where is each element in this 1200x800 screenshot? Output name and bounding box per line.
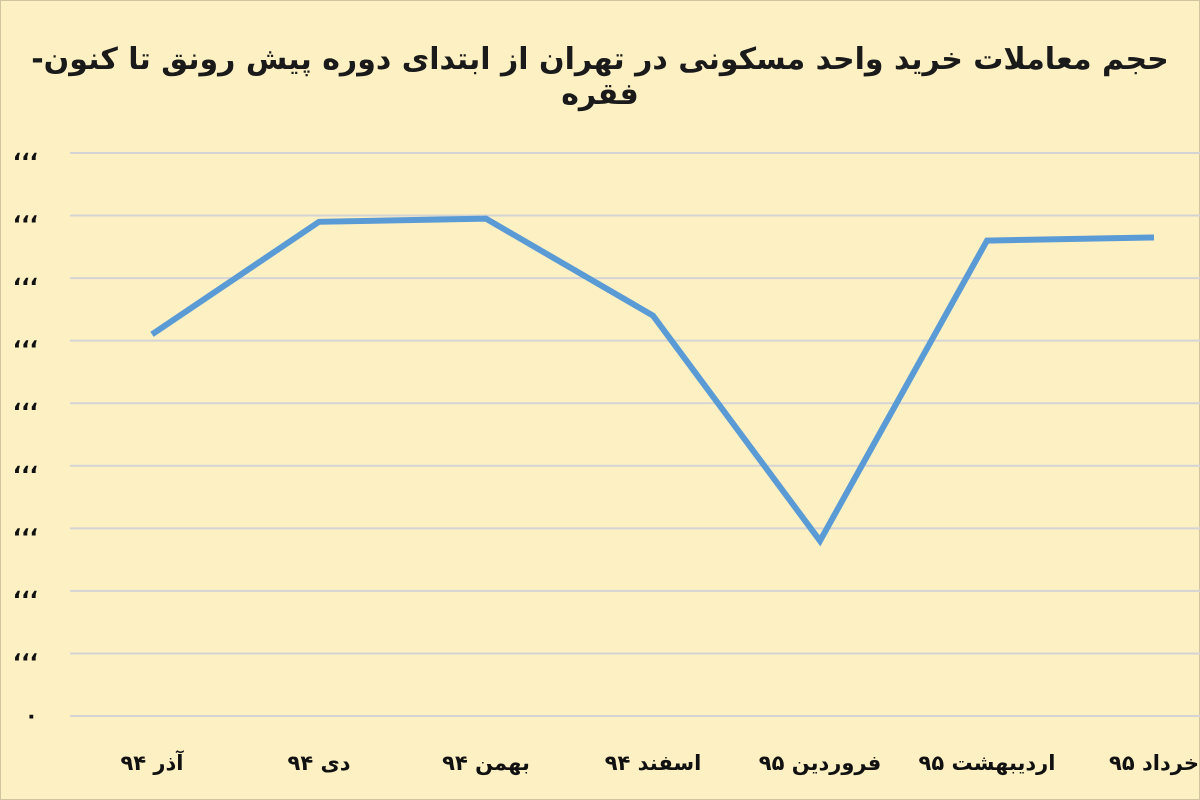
x-tick-label: دی ۹۴ [288, 751, 351, 775]
x-tick-label: اردیبهشت ۹۵ [919, 751, 1056, 775]
y-tick-label: ،،، [13, 204, 38, 229]
y-tick-label: ،،، [13, 516, 38, 541]
series-group [150, 215, 1155, 547]
x-tick-label: بهمن ۹۴ [442, 751, 530, 775]
x-tick-label: اسفند ۹۴ [605, 751, 702, 775]
y-axis-ticks: ۰ ،،، ،،، ،،، ،،، ،،، ،،، ،،، ،،، ،،، [13, 141, 38, 729]
series-line [150, 215, 1155, 547]
y-tick-label: ،،، [13, 141, 38, 166]
x-tick-label: آذر ۹۴ [120, 750, 184, 775]
y-tick-label: ،،، [13, 579, 38, 604]
y-tick-label: ۰ [25, 704, 38, 729]
y-tick-label: ،،، [13, 329, 38, 354]
chart-title: حجم معاملات خرید واحد مسکونی در تهران از… [31, 42, 1169, 112]
y-tick-label: ،،، [13, 266, 38, 291]
x-axis-ticks: آذر ۹۴ دی ۹۴ بهمن ۹۴ اسفند ۹۴ فروردین ۹۵ اردی… [120, 750, 1198, 775]
x-tick-label: فروردین ۹۵ [759, 751, 881, 775]
y-tick-label: ،،، [13, 641, 38, 666]
gridlines [70, 152, 1200, 717]
x-tick-label: خرداد ۹۵ [1109, 751, 1199, 775]
y-tick-label: ،،، [13, 391, 38, 416]
y-tick-label: ،،، [13, 454, 38, 479]
